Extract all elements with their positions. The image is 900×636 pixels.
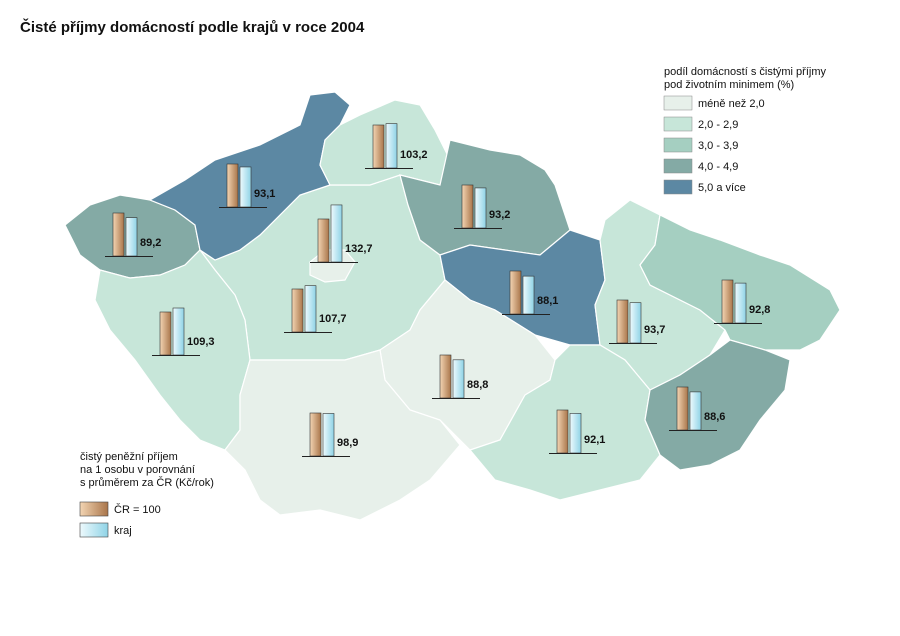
region <box>639 214 841 351</box>
reference-bar <box>309 412 322 457</box>
reference-bar <box>556 409 569 454</box>
value-label: 132,7 <box>345 243 373 255</box>
region-bar <box>304 285 317 333</box>
value-label: 98,9 <box>337 437 358 449</box>
reference-bar <box>676 386 689 431</box>
legend-swatch <box>79 501 109 517</box>
legend-label: 5,0 a více <box>698 182 746 194</box>
legend-title: podíl domácností s čistými příjmy <box>664 66 826 78</box>
legend-title: čistý peněžní příjem <box>80 451 178 463</box>
region-bar <box>239 166 252 208</box>
region-bar <box>689 391 702 431</box>
value-label: 107,7 <box>319 313 347 325</box>
reference-bar <box>226 163 239 208</box>
region-bar <box>629 302 642 344</box>
region <box>644 339 791 471</box>
legend-title: s průměrem za ČR (Kč/rok) <box>80 476 214 489</box>
legend-swatch <box>663 179 693 195</box>
region-bar <box>385 123 398 169</box>
value-label: 92,8 <box>749 304 770 316</box>
value-label: 88,8 <box>467 379 488 391</box>
legend-swatch <box>663 158 693 174</box>
reference-bar <box>159 311 172 356</box>
value-label: 89,2 <box>140 237 161 249</box>
legend-title: pod životním minimem (%) <box>664 79 794 91</box>
value-label: 93,1 <box>254 188 275 200</box>
legend-title: na 1 osobu v porovnání <box>80 464 195 476</box>
legend-label: 4,0 - 4,9 <box>698 161 738 173</box>
reference-bar <box>509 270 522 315</box>
legend-label: kraj <box>114 525 132 537</box>
reference-bar <box>616 299 629 344</box>
region-bar <box>569 413 582 454</box>
value-label: 93,2 <box>489 209 510 221</box>
title: Čisté příjmy domácností podle krajů v ro… <box>20 18 365 36</box>
reference-bar <box>439 354 452 399</box>
value-label: 88,1 <box>537 295 558 307</box>
legend-label: 2,0 - 2,9 <box>698 119 738 131</box>
legend-swatch <box>663 95 693 111</box>
region-bar <box>452 359 465 399</box>
legend-swatch <box>663 116 693 132</box>
reference-bar <box>461 184 474 229</box>
reference-bar <box>112 212 125 257</box>
reference-bar <box>317 218 330 263</box>
reference-bar <box>291 288 304 333</box>
region-bar <box>734 282 747 324</box>
legend-swatch <box>663 137 693 153</box>
reference-bar <box>372 124 385 169</box>
value-label: 92,1 <box>584 434 605 446</box>
reference-bar <box>721 279 734 324</box>
value-label: 109,3 <box>187 336 215 348</box>
legend-label: méně než 2,0 <box>698 98 765 110</box>
value-label: 93,7 <box>644 324 665 336</box>
region-bar <box>474 187 487 229</box>
region-bar <box>330 204 343 263</box>
legend-label: ČR = 100 <box>114 503 161 516</box>
region-bar <box>172 307 185 356</box>
value-label: 88,6 <box>704 411 725 423</box>
region-bar <box>125 217 138 257</box>
region-bar <box>522 275 535 315</box>
region <box>224 349 461 521</box>
region-bar <box>322 413 335 457</box>
value-label: 103,2 <box>400 149 428 161</box>
legend-label: 3,0 - 3,9 <box>698 140 738 152</box>
legend-swatch <box>79 522 109 538</box>
